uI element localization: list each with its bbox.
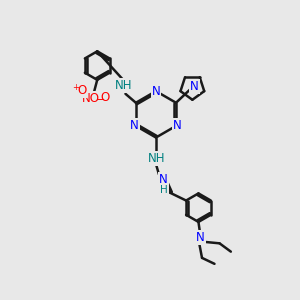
Text: O: O — [77, 84, 86, 97]
Text: N: N — [130, 119, 139, 132]
Text: H: H — [160, 185, 168, 195]
Text: N: N — [159, 173, 168, 186]
Text: N: N — [190, 80, 199, 93]
Text: N: N — [152, 85, 160, 98]
Text: O: O — [100, 91, 109, 103]
Text: −: − — [95, 95, 105, 105]
Text: NO₂: NO₂ — [82, 92, 105, 105]
Text: +: + — [72, 83, 79, 92]
Text: N: N — [173, 119, 182, 132]
Text: NH: NH — [148, 152, 166, 165]
Text: N: N — [196, 231, 205, 244]
Text: NH: NH — [115, 79, 133, 92]
